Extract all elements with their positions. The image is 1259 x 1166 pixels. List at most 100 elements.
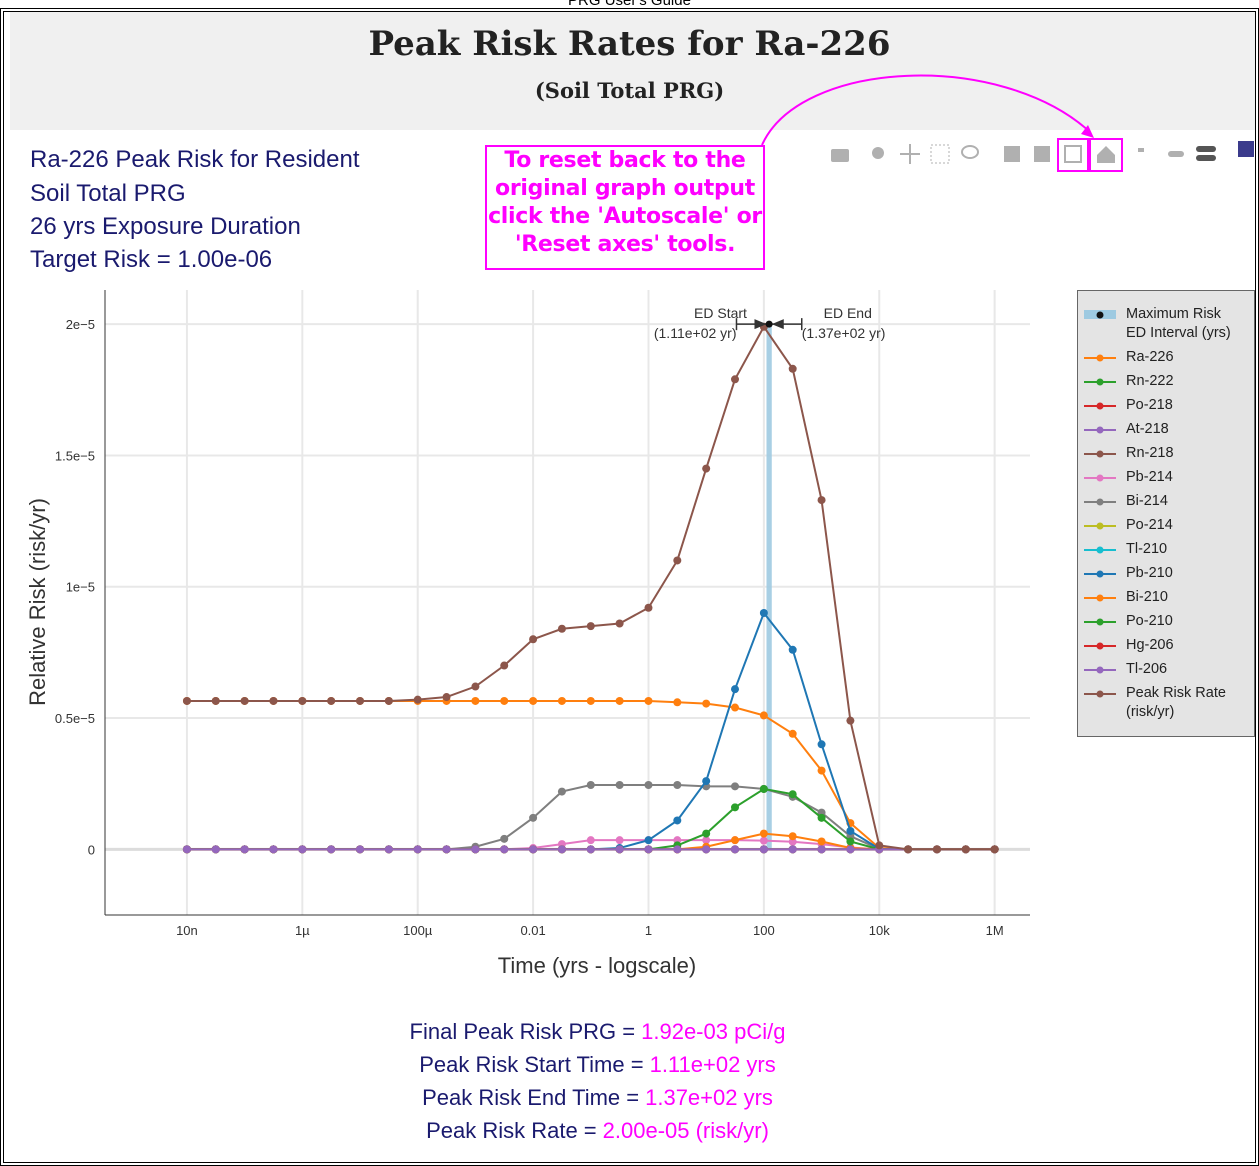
callout-line: 'Reset axes' tools. xyxy=(514,232,736,257)
legend-item: Hg-206 xyxy=(1082,636,1254,655)
data-point xyxy=(846,845,855,854)
x-tick-label: 1 xyxy=(645,923,652,938)
hover-closest-icon[interactable] xyxy=(1168,151,1184,157)
legend-label: Rn-218 xyxy=(1126,445,1174,461)
data-point xyxy=(932,845,941,854)
data-point xyxy=(990,845,999,854)
summary-value: 2.00e-05 (risk/yr) xyxy=(602,1118,769,1143)
highlight-box xyxy=(1089,138,1123,172)
legend-dot xyxy=(1096,618,1104,626)
ed-start-label: ED Start xyxy=(694,305,747,321)
page-header: PRG User's Guide xyxy=(568,0,691,9)
y-tick-label: 2e−5 xyxy=(66,317,95,332)
summary-label: Peak Risk Rate = xyxy=(426,1118,597,1143)
ed-marker xyxy=(765,320,773,328)
data-point xyxy=(817,766,826,775)
legend-label: Po-210 xyxy=(1126,613,1173,629)
legend-label: Po-218 xyxy=(1126,397,1173,413)
legend-dot xyxy=(1096,594,1104,602)
data-point xyxy=(211,696,220,705)
legend-label: Bi-210 xyxy=(1126,589,1168,605)
hover-compare-icon[interactable] xyxy=(1196,155,1216,161)
zoom-in-icon[interactable] xyxy=(1004,146,1020,162)
data-point xyxy=(557,787,566,796)
legend-label: Bi-214 xyxy=(1126,493,1168,509)
legend-symbol xyxy=(1084,570,1116,578)
data-point xyxy=(327,696,336,705)
data-point xyxy=(413,695,422,704)
legend-symbol xyxy=(1084,426,1116,434)
data-point xyxy=(875,841,884,850)
data-point xyxy=(817,837,826,846)
summary-label: Peak Risk End Time = xyxy=(422,1085,640,1110)
reset-axes-icon[interactable] xyxy=(1097,146,1115,163)
data-point xyxy=(702,836,711,845)
summary-line: Final Peak Risk PRG = 1.92e-03 pCi/g xyxy=(0,1015,1195,1048)
data-point xyxy=(557,696,566,705)
legend-symbol xyxy=(1084,450,1116,458)
data-point xyxy=(788,364,797,373)
data-point xyxy=(529,696,538,705)
data-point xyxy=(731,375,740,384)
data-point xyxy=(500,845,509,854)
series-line xyxy=(186,324,995,851)
series-line xyxy=(186,699,995,851)
data-point xyxy=(586,622,595,631)
data-point xyxy=(702,464,711,473)
legend: Maximum Risk ED Interval (yrs) Ra-226 Rn-2… xyxy=(1077,290,1255,737)
data-point xyxy=(731,836,740,845)
data-point xyxy=(500,696,509,705)
lasso-icon[interactable] xyxy=(961,145,979,159)
data-point xyxy=(211,845,220,854)
data-point xyxy=(759,845,768,854)
data-point xyxy=(817,496,826,505)
y-tick-label: 1e−5 xyxy=(66,580,95,595)
pan-icon[interactable] xyxy=(900,144,920,164)
data-point xyxy=(615,845,624,854)
legend-dot xyxy=(1096,311,1104,319)
data-point xyxy=(817,813,826,822)
series-line xyxy=(186,610,995,851)
hover-compare-icon[interactable] xyxy=(1196,146,1216,152)
data-point xyxy=(731,803,740,812)
plotly-logo[interactable] xyxy=(1238,141,1254,157)
x-tick-label: 1M xyxy=(986,923,1004,938)
autoscale-icon[interactable] xyxy=(1064,145,1082,163)
data-point xyxy=(788,845,797,854)
ed-end-label: ED End xyxy=(824,305,872,321)
data-point xyxy=(702,845,711,854)
data-point xyxy=(298,845,307,854)
data-point xyxy=(182,696,191,705)
data-point xyxy=(269,696,278,705)
zoom-icon[interactable] xyxy=(872,147,884,159)
x-tick-label: 100µ xyxy=(403,923,433,938)
callout: To reset back to the original graph outp… xyxy=(485,145,765,270)
legend-label: Hg-206 xyxy=(1126,637,1174,653)
legend-symbol xyxy=(1084,642,1116,650)
spike-icon[interactable] xyxy=(1138,148,1144,152)
zoom-out-icon[interactable] xyxy=(1034,146,1050,162)
legend-dot xyxy=(1096,666,1104,674)
info-line: Target Risk = 1.00e-06 xyxy=(30,246,273,273)
data-point xyxy=(240,845,249,854)
data-point xyxy=(702,699,711,708)
data-point xyxy=(731,845,740,854)
data-point xyxy=(759,829,768,838)
data-point xyxy=(759,609,768,618)
legend-label: Rn-222 xyxy=(1126,373,1174,389)
data-point xyxy=(500,661,509,670)
data-point xyxy=(846,716,855,725)
data-point xyxy=(586,781,595,790)
box-select-icon[interactable] xyxy=(930,144,950,164)
data-point xyxy=(817,845,826,854)
toolbar xyxy=(761,74,1254,172)
data-point xyxy=(557,624,566,633)
data-point xyxy=(673,698,682,707)
summary-line: Peak Risk Rate = 2.00e-05 (risk/yr) xyxy=(0,1114,1195,1147)
info-line: 26 yrs Exposure Duration xyxy=(30,213,301,240)
camera-icon[interactable] xyxy=(831,149,849,162)
legend-label: At-218 xyxy=(1126,421,1169,437)
legend-symbol xyxy=(1084,378,1116,386)
summary-line: Peak Risk End Time = 1.37e+02 yrs xyxy=(0,1081,1195,1114)
